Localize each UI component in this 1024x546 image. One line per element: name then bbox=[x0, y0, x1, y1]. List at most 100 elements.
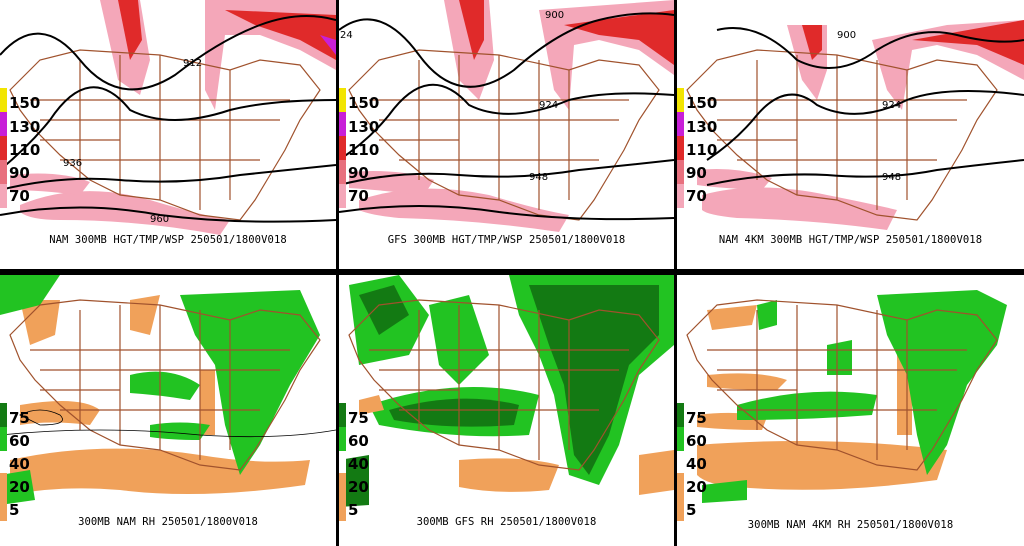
panel-gfs-wind: 900 924 948 24 150 130 110 90 70 GFS 300… bbox=[339, 0, 674, 269]
legend-label: 110 bbox=[686, 141, 718, 159]
map-nam-rh bbox=[0, 275, 336, 505]
panel-caption: NAM 4KM 300MB HGT/TMP/WSP 250501/1800V01… bbox=[718, 234, 983, 246]
legend-label: 75 bbox=[9, 409, 30, 427]
rh-dry bbox=[707, 305, 757, 330]
height-contours bbox=[706, 27, 1024, 186]
jet-core bbox=[912, 20, 1024, 65]
map-gfs-wind bbox=[339, 0, 674, 232]
rh-moist bbox=[0, 275, 60, 315]
legend-label: 130 bbox=[348, 118, 380, 136]
rh-moist bbox=[180, 290, 320, 475]
legend-label: 60 bbox=[348, 432, 369, 450]
subtropical-jet bbox=[20, 191, 230, 235]
subtropical-jet bbox=[702, 187, 897, 230]
legend-label: 60 bbox=[686, 432, 707, 450]
rh-contours bbox=[0, 409, 336, 438]
rh-moist bbox=[827, 340, 852, 375]
panel-caption: 300MB NAM 4KM RH 250501/1800V018 bbox=[747, 519, 954, 531]
jet-core bbox=[225, 10, 336, 60]
wind-speed-legend: 150 130 110 90 70 bbox=[677, 88, 717, 208]
rh-legend: 75 60 40 20 5 bbox=[677, 403, 717, 521]
rh-dry bbox=[459, 458, 559, 492]
legend-label: 150 bbox=[686, 94, 718, 112]
contour-label: 900 bbox=[837, 30, 857, 41]
contour-label: 960 bbox=[150, 214, 170, 225]
wind-speed-legend: 150 130 110 90 70 bbox=[339, 88, 379, 208]
rh-moist bbox=[877, 290, 1007, 475]
rh-dry bbox=[697, 441, 947, 490]
rh-moist bbox=[702, 480, 747, 503]
legend-label: 60 bbox=[9, 432, 30, 450]
legend-label: 75 bbox=[686, 409, 707, 427]
map-nam4km-rh bbox=[686, 290, 1007, 503]
contour-label: 948 bbox=[882, 172, 902, 183]
rh-moist bbox=[737, 391, 877, 420]
legend-label: 5 bbox=[348, 501, 359, 519]
jet-core bbox=[459, 0, 484, 60]
legend-label: 90 bbox=[9, 164, 30, 182]
map-gfs-rh bbox=[339, 275, 674, 507]
legend-label: 110 bbox=[348, 141, 380, 159]
coastline bbox=[9, 299, 321, 471]
legend-label: 20 bbox=[348, 478, 369, 496]
panel-nam4km-wind: 900 924 948 150 130 110 90 70 NAM 4KM 30… bbox=[677, 0, 1024, 269]
contour-label: 924 bbox=[882, 100, 902, 111]
jet-max bbox=[320, 35, 336, 55]
legend-label: 5 bbox=[686, 501, 697, 519]
subtropical-jet bbox=[359, 188, 569, 232]
jet-core bbox=[564, 10, 674, 65]
rh-moist bbox=[150, 422, 210, 440]
legend-label: 5 bbox=[9, 501, 20, 519]
panel-caption: 300MB NAM RH 250501/1800V018 bbox=[78, 516, 258, 528]
rh-dry bbox=[200, 370, 215, 435]
rh-moist bbox=[130, 371, 200, 400]
rh-dry bbox=[130, 295, 160, 335]
legend-label: 110 bbox=[9, 141, 41, 159]
panel-nam4km-rh: 75 60 40 20 5 300MB NAM 4KM RH 250501/18… bbox=[677, 275, 1024, 546]
contour-label: 948 bbox=[529, 172, 549, 183]
legend-label: 70 bbox=[348, 187, 369, 205]
panel-caption: NAM 300MB HGT/TMP/WSP 250501/1800V018 bbox=[49, 234, 287, 246]
legend-label: 20 bbox=[686, 478, 707, 496]
legend-label: 75 bbox=[348, 409, 369, 427]
rh-dry bbox=[639, 450, 674, 495]
panel-caption: 300MB GFS RH 250501/1800V018 bbox=[416, 516, 597, 528]
rh-moist-dark bbox=[359, 285, 409, 335]
coastline bbox=[686, 299, 998, 471]
contour-label: 912 bbox=[183, 58, 203, 69]
contour-label: 24 bbox=[340, 30, 353, 41]
legend-label: 150 bbox=[9, 94, 41, 112]
coastline bbox=[9, 49, 321, 221]
coastline bbox=[348, 299, 660, 471]
legend-label: 150 bbox=[348, 94, 380, 112]
legend-label: 70 bbox=[686, 187, 707, 205]
contour-label: 936 bbox=[63, 158, 83, 169]
contour-label: 900 bbox=[545, 10, 565, 21]
rh-dry bbox=[339, 455, 369, 507]
panel-caption: GFS 300MB HGT/TMP/WSP 250501/1800V018 bbox=[387, 234, 626, 246]
rh-dry bbox=[10, 448, 310, 495]
height-contours bbox=[0, 15, 336, 223]
rh-moist bbox=[757, 300, 777, 330]
rh-moist-dark bbox=[529, 285, 659, 475]
rh-moist-dark bbox=[389, 398, 519, 427]
subtropical-jet bbox=[349, 171, 434, 195]
legend-label: 20 bbox=[9, 478, 30, 496]
legend-label: 130 bbox=[686, 118, 718, 136]
rh-legend: 75 60 40 20 5 bbox=[0, 403, 40, 521]
panel-nam-wind: 912 936 960 150 130 110 90 70 NAM 300MB … bbox=[0, 0, 336, 269]
contour-label: 924 bbox=[539, 100, 559, 111]
jet-core bbox=[118, 0, 142, 60]
legend-label: 90 bbox=[348, 164, 369, 182]
rh-moist bbox=[0, 470, 35, 505]
legend-label: 40 bbox=[348, 455, 369, 473]
rh-dry bbox=[707, 373, 787, 390]
map-nam4km-wind bbox=[686, 20, 1024, 230]
rh-legend: 75 60 40 20 5 bbox=[339, 403, 379, 521]
wind-speed-legend: 150 130 110 90 70 bbox=[0, 88, 40, 208]
rh-dry bbox=[20, 300, 60, 345]
map-nam-wind bbox=[0, 0, 336, 235]
legend-label: 90 bbox=[686, 164, 707, 182]
panel-nam-rh: 75 60 40 20 5 300MB NAM RH 250501/1800V0… bbox=[0, 275, 336, 546]
height-contours bbox=[339, 12, 674, 221]
